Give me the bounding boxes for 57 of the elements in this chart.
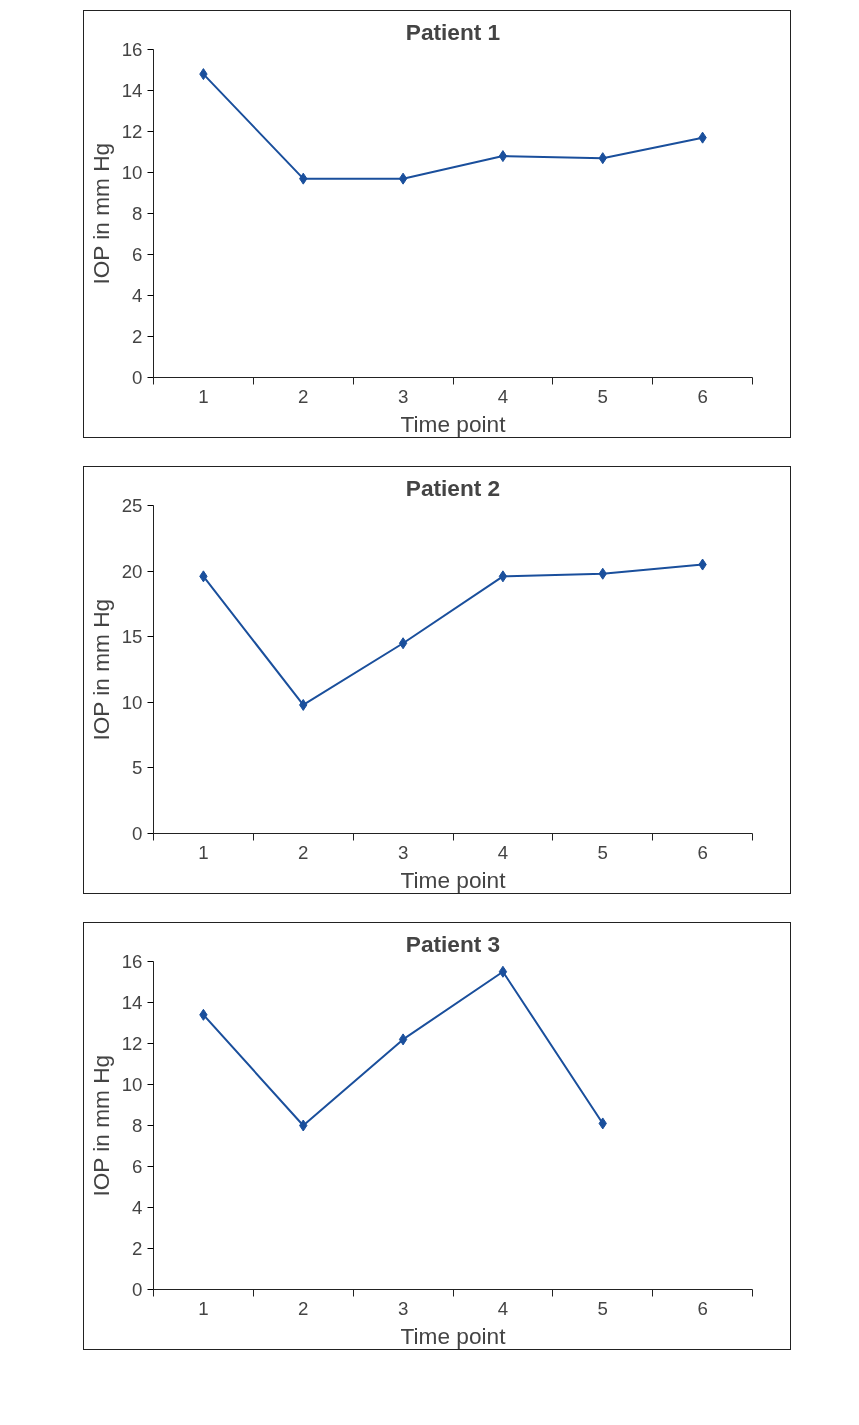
y-tick-label: 4 <box>132 1197 143 1218</box>
x-tick-label: 3 <box>397 1297 409 1319</box>
x-tick-label: 5 <box>597 1297 608 1319</box>
x-tick-label: 6 <box>697 841 708 863</box>
x-tick-label: 1 <box>198 1297 209 1319</box>
y-tick-label: 2 <box>132 1238 143 1259</box>
y-tick-label: 6 <box>132 244 143 265</box>
y-tick-label: 8 <box>132 203 143 224</box>
x-tick-label: 2 <box>298 1297 309 1319</box>
x-tick-label: 4 <box>497 841 509 863</box>
y-tick-label: 0 <box>132 823 143 844</box>
y-tick-label: 5 <box>132 757 143 779</box>
point <box>398 637 408 650</box>
chart-title: Patient 3 <box>405 930 501 957</box>
y-tick-label: 16 <box>121 39 143 60</box>
y-tick-label: 16 <box>121 951 143 972</box>
y-tick-label: 12 <box>121 121 143 142</box>
y-tick-label: 0 <box>132 367 143 388</box>
y-tick-label: 20 <box>121 560 143 582</box>
point <box>498 150 508 163</box>
point <box>398 172 408 185</box>
x-tick-label: 2 <box>298 385 309 407</box>
x-tick-label: 6 <box>697 385 708 407</box>
y-tick-label: 15 <box>121 626 143 648</box>
y-tick-label: 0 <box>132 1279 143 1300</box>
y-axis-title: IOP in mm Hg <box>87 598 114 741</box>
point <box>498 570 508 583</box>
x-tick-label: 4 <box>497 1297 509 1319</box>
y-tick-label: 6 <box>132 1156 143 1177</box>
x-tick-label: 3 <box>397 385 409 407</box>
x-tick-label: 4 <box>497 385 509 407</box>
y-tick-label: 10 <box>121 1074 143 1095</box>
chart-title: Patient 1 <box>405 18 501 45</box>
y-tick-label: 25 <box>121 495 143 516</box>
y-tick-label: 4 <box>132 285 143 306</box>
y-axis-title: IOP in mm Hg <box>87 1054 114 1197</box>
point <box>498 965 508 978</box>
y-tick-label: 8 <box>132 1115 143 1136</box>
y-axis-title: IOP in mm Hg <box>87 142 114 285</box>
y-tick-label: 14 <box>121 992 143 1013</box>
x-axis-title: Time point <box>400 410 507 437</box>
x-tick-label: 3 <box>397 841 409 863</box>
point <box>398 1033 408 1046</box>
x-tick-label: 5 <box>597 841 608 863</box>
y-tick-label: 14 <box>121 80 143 101</box>
x-tick-label: 1 <box>198 841 209 863</box>
y-tick-label: 10 <box>121 162 143 183</box>
x-tick-label: 6 <box>697 1297 708 1319</box>
y-tick-label: 2 <box>132 326 143 347</box>
y-tick-label: 10 <box>121 691 143 713</box>
x-axis-title: Time point <box>400 1322 507 1349</box>
x-axis-title: Time point <box>400 866 507 893</box>
chart-title: Patient 2 <box>405 474 501 501</box>
y-tick-label: 12 <box>121 1033 143 1054</box>
x-tick-label: 5 <box>597 385 608 407</box>
x-tick-label: 2 <box>298 841 309 863</box>
x-tick-label: 1 <box>198 385 209 407</box>
